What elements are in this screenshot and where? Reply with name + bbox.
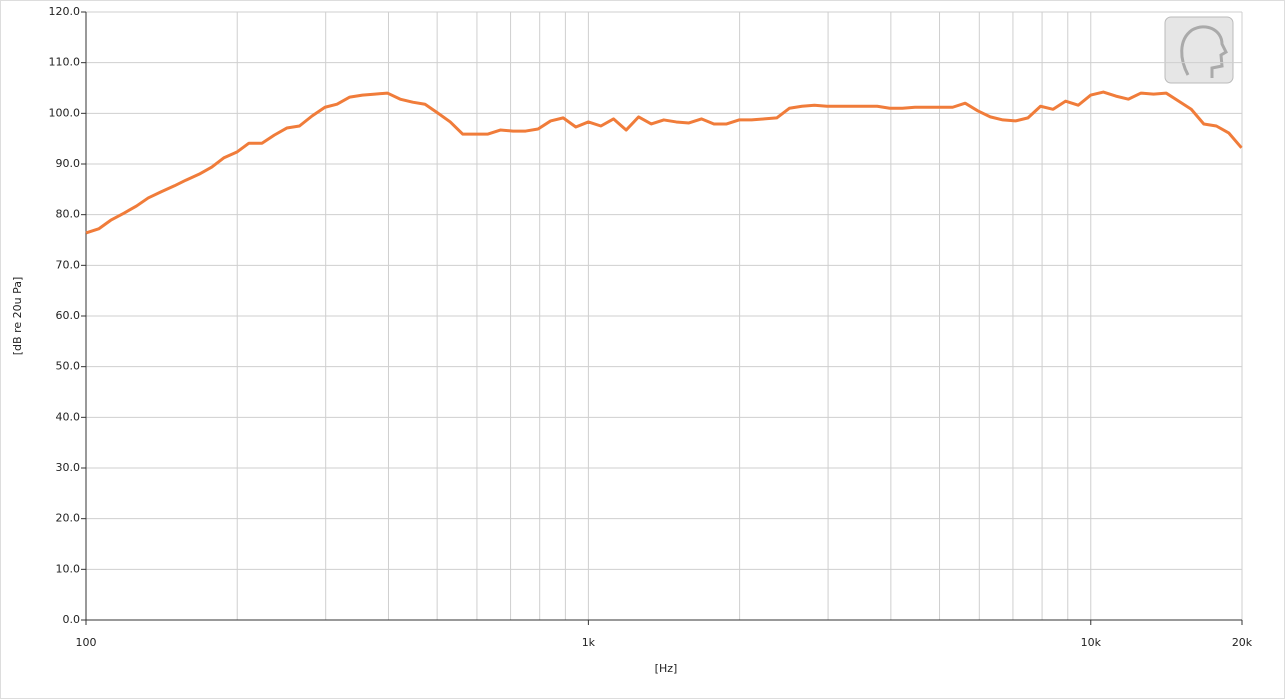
y-tick-label: 0.0 (63, 613, 81, 626)
y-tick-label: 60.0 (56, 309, 81, 322)
y-tick-label: 10.0 (56, 562, 81, 575)
y-tick-label: 100.0 (49, 106, 81, 119)
data-line (85, 90, 1243, 235)
y-tick-label: 40.0 (56, 410, 81, 423)
y-tick-label: 70.0 (56, 258, 81, 271)
x-tick-label: 20k (1232, 636, 1253, 649)
x-tick-label: 1k (582, 636, 596, 649)
y-tick-label: 20.0 (56, 512, 81, 525)
y-axis-label: [dB re 20u Pa] (11, 277, 24, 356)
y-tick-label: 50.0 (56, 360, 81, 373)
head-icon (1164, 16, 1234, 84)
y-tick-label: 110.0 (49, 56, 81, 69)
x-tick-label: 10k (1081, 636, 1102, 649)
x-axis-label: [Hz] (655, 662, 678, 675)
y-tick-label: 80.0 (56, 208, 81, 221)
y-tick-label: 30.0 (56, 461, 81, 474)
y-tick-label: 90.0 (56, 157, 81, 170)
y-tick-label: 120.0 (49, 5, 81, 18)
x-tick-label: 100 (76, 636, 97, 649)
